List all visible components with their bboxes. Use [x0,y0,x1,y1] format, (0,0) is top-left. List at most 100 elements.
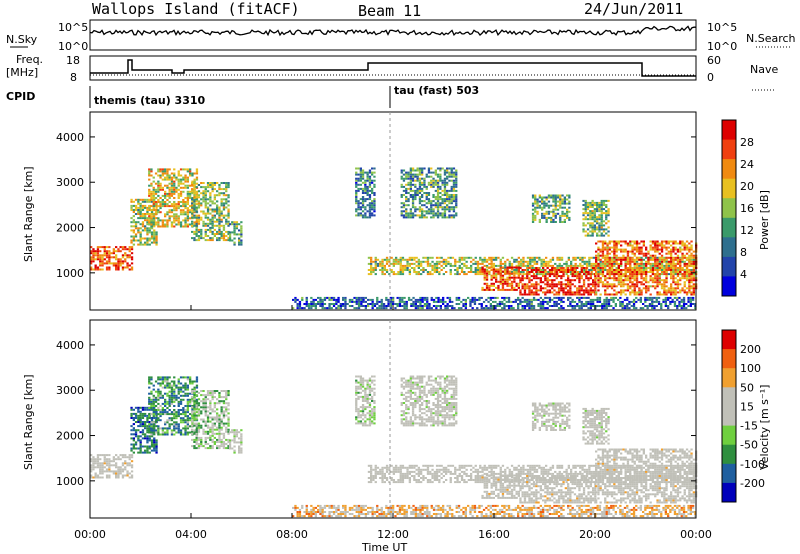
power-echo-cell [323,303,327,305]
power-echo-cell [202,198,205,201]
power-echo-cell [443,198,447,201]
power-echo-cell [570,260,573,263]
power-echo-cell [546,303,549,305]
power-echo-cell [620,244,623,247]
power-echo-cell [361,214,365,217]
power-echo-cell [179,186,183,189]
power-echo-cell [647,287,650,290]
velocity-echo-cell [148,380,151,383]
power-echo-cell [680,305,683,307]
power-echo-cell [523,293,527,296]
power-echo-cell [624,258,627,261]
power-echo-cell [566,214,569,217]
power-echo-cell [193,210,196,213]
power-echo-cell [580,275,583,278]
power-echo-cell [660,303,663,305]
power-echo-cell [580,300,583,303]
power-echo-cell [401,269,405,271]
power-echo-cell [184,180,187,183]
power-echo-cell [385,296,388,299]
power-echo-cell [368,179,372,182]
power-echo-cell [519,273,522,276]
power-echo-cell [395,262,398,265]
power-echo-cell [620,258,623,261]
power-echo-cell [137,213,140,215]
power-echo-cell [371,204,374,207]
power-echo-cell [361,173,365,176]
power-echo-cell [361,198,365,201]
power-echo-cell [152,186,155,189]
power-echo-cell [591,226,594,229]
power-echo-cell [492,282,495,285]
power-echo-cell [150,233,154,236]
power-echo-cell [184,205,187,208]
power-echo-cell [532,285,536,288]
power-echo-cell [139,223,142,226]
power-echo-cell [121,254,125,257]
power-echo-cell [674,281,677,284]
power-echo-cell [139,217,142,220]
velocity-echo-cell [137,425,140,428]
power-echo-cell [150,174,153,177]
power-echo-cell [370,264,373,267]
power-echo-cell [638,291,641,294]
power-echo-cell [523,277,527,280]
power-echo-cell [450,194,453,196]
power-echo-cell [368,210,372,213]
power-echo-cell [355,194,358,196]
power-echo-cell [542,281,545,284]
power-echo-cell [538,221,541,223]
power-echo-cell [150,223,153,226]
power-echo-cell [576,296,579,299]
power-echo-cell [430,179,433,182]
power-echo-cell [576,305,579,307]
power-echo-cell [240,221,243,224]
power-echo-cell [184,168,187,171]
power-echo-cell [419,298,422,301]
power-echo-cell [608,273,611,276]
power-echo-cell [197,202,201,205]
power-echo-cell [670,240,673,243]
power-echo-cell [443,212,447,215]
power-echo-cell [411,202,415,205]
power-echo-cell [211,182,214,184]
power-echo-cell [660,283,664,286]
power-echo-cell [578,293,581,296]
power-echo-cell [411,216,415,219]
power-echo-cell [337,307,340,310]
power-echo-cell [186,180,189,183]
power-echo-cell [431,264,434,267]
power-echo-cell [548,283,552,286]
power-echo-cell [452,183,456,186]
power-echo-cell [637,298,640,301]
power-echo-cell [593,204,596,206]
power-echo-cell [170,178,174,181]
power-echo-cell [421,194,424,196]
power-echo-cell [105,262,109,265]
power-echo-cell [602,230,606,233]
power-echo-cell [560,275,563,278]
power-echo-cell [670,248,673,251]
power-echo-cell [692,296,695,299]
power-echo-cell [413,256,416,259]
power-echo-cell [433,264,436,267]
power-echo-cell [588,260,591,263]
power-echo-cell [563,221,566,223]
power-echo-cell [501,296,504,299]
power-echo-cell [413,271,416,273]
power-echo-cell [547,206,551,209]
power-echo-cell [655,300,658,303]
power-echo-cell [654,242,657,245]
power-echo-cell [672,275,675,278]
power-echo-cell [692,273,695,276]
power-echo-cell [121,256,125,259]
power-echo-cell [630,305,633,307]
power-echo-cell [132,211,135,213]
power-echo-cell [134,225,138,228]
power-echo-cell [450,189,453,192]
power-echo-cell [186,176,189,179]
power-echo-cell [589,204,592,206]
noise-sky-trace [89,25,696,37]
power-echo-cell [357,208,360,211]
power-echo-cell [569,303,572,305]
